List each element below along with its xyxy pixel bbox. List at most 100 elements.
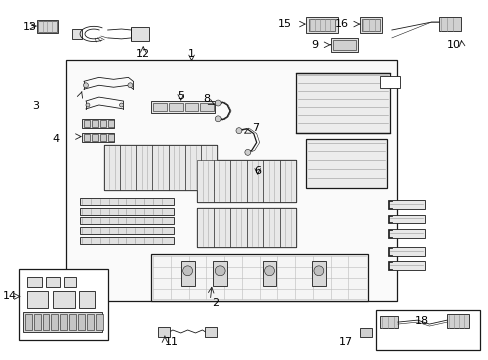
Bar — [387, 229, 425, 238]
Bar — [37, 20, 58, 33]
Bar — [80, 228, 173, 234]
Text: 17: 17 — [338, 337, 352, 347]
Bar — [53, 291, 75, 308]
Bar — [87, 314, 94, 330]
Bar — [438, 17, 460, 31]
Bar — [263, 160, 279, 202]
Bar — [96, 314, 102, 330]
Circle shape — [215, 266, 224, 276]
Bar — [332, 40, 356, 50]
Circle shape — [244, 149, 250, 155]
Bar — [103, 145, 217, 190]
Bar — [263, 208, 279, 247]
Bar — [379, 76, 399, 88]
Text: 2: 2 — [212, 298, 219, 309]
Circle shape — [236, 128, 242, 134]
Text: 5: 5 — [177, 91, 184, 101]
Bar — [197, 208, 296, 247]
Bar — [80, 208, 173, 215]
Bar — [25, 314, 32, 330]
Bar — [197, 208, 213, 247]
Bar — [38, 21, 57, 32]
Bar — [51, 314, 58, 330]
Bar — [246, 208, 263, 247]
Bar — [230, 160, 246, 202]
Bar — [69, 314, 76, 330]
Bar — [379, 316, 397, 328]
Bar — [213, 208, 230, 247]
Text: 14: 14 — [3, 292, 17, 301]
Bar — [136, 145, 152, 190]
Bar — [246, 160, 263, 202]
Bar — [103, 145, 120, 190]
Bar — [107, 120, 113, 127]
Bar — [197, 160, 213, 202]
Bar — [184, 103, 198, 111]
Text: 16: 16 — [334, 19, 348, 29]
Bar — [200, 103, 214, 111]
Bar — [279, 160, 296, 202]
Bar — [158, 327, 169, 337]
Bar — [213, 261, 226, 285]
Bar — [42, 314, 49, 330]
Bar — [205, 327, 217, 337]
Bar — [255, 177, 265, 182]
Bar — [279, 208, 296, 247]
Bar — [84, 134, 90, 140]
Bar — [131, 27, 149, 41]
Bar — [64, 277, 76, 287]
Bar — [387, 215, 425, 224]
Bar — [305, 17, 337, 33]
Bar — [375, 310, 479, 350]
Bar — [80, 198, 173, 205]
Bar — [305, 139, 386, 188]
Circle shape — [183, 266, 192, 276]
Circle shape — [313, 266, 323, 276]
Bar — [360, 328, 371, 337]
Circle shape — [86, 103, 90, 107]
Bar — [66, 60, 396, 301]
Circle shape — [128, 83, 133, 88]
Bar — [308, 19, 334, 31]
Text: 7: 7 — [251, 123, 258, 133]
Text: 6: 6 — [254, 166, 261, 176]
Text: 15: 15 — [278, 19, 292, 29]
Text: 10: 10 — [446, 40, 460, 50]
Bar — [151, 101, 215, 113]
Text: 3: 3 — [33, 101, 40, 111]
Circle shape — [119, 103, 123, 107]
Bar — [230, 208, 246, 247]
Bar — [60, 314, 67, 330]
Circle shape — [215, 100, 221, 106]
Bar — [387, 261, 425, 270]
Bar — [311, 261, 325, 285]
Bar — [360, 17, 381, 33]
Circle shape — [264, 266, 274, 276]
Circle shape — [83, 83, 88, 88]
Text: 1: 1 — [188, 49, 195, 59]
Bar — [107, 134, 113, 140]
Bar — [100, 134, 105, 140]
Bar — [27, 291, 48, 308]
Bar — [46, 277, 60, 287]
Text: 11: 11 — [164, 337, 179, 347]
Bar — [78, 314, 85, 330]
Bar — [153, 103, 166, 111]
Bar — [27, 277, 41, 287]
Bar — [201, 145, 217, 190]
Circle shape — [215, 116, 221, 122]
Bar — [262, 261, 276, 285]
Bar — [446, 314, 468, 328]
Bar — [168, 103, 183, 111]
Bar — [296, 73, 389, 132]
Text: 8: 8 — [203, 94, 210, 104]
Bar — [80, 217, 173, 224]
Text: 9: 9 — [311, 40, 318, 50]
Bar — [330, 38, 358, 52]
Bar — [82, 119, 113, 128]
Bar — [387, 200, 425, 208]
Bar — [72, 29, 82, 39]
Bar — [19, 269, 107, 340]
Bar — [213, 160, 230, 202]
Bar — [151, 254, 367, 301]
